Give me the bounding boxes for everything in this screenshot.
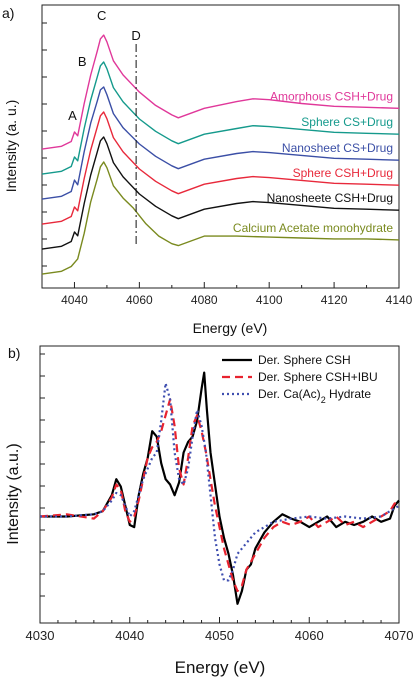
legend-entry: Der. Sphere CSH+IBU [258, 370, 378, 384]
panel-a-label: a) [2, 5, 14, 21]
panel-b-series-line [40, 382, 400, 582]
panel-a-series-label: Nanosheet CS+Drug [282, 141, 393, 155]
panel-a-peak-labels: A B C D [68, 8, 141, 123]
panel-a-series-line [41, 136, 400, 250]
panel-b-x-tick-label: 4070 [385, 628, 414, 643]
panel-a-peak-label: A [68, 108, 77, 123]
panel-a-series-label: Calcium Acetate monohydrate [233, 221, 393, 235]
panel-a-series-label: Nanosheete CSH+Drug [267, 191, 393, 205]
panel-a-x-tick-label: 4060 [126, 293, 153, 307]
legend-tail: Hydrate [326, 387, 372, 401]
panel-a-x-tick-label: 4120 [321, 293, 348, 307]
panel-a-peak-label: D [131, 28, 140, 43]
panel-a-series [41, 34, 400, 275]
panel-a-series-line [41, 111, 400, 225]
panel-a-ticks: 4040 4060 4080 4100 4120 4140 [41, 22, 413, 307]
panel-a-peak-label: C [97, 8, 106, 23]
panel-a: 4040 4060 4080 4100 4120 4140 Amorphous CSH+D… [2, 4, 413, 336]
panel-a-series-label: Sphere CS+Drug [301, 115, 393, 129]
panel-b: 4030 4040 4050 4060 4070 Der. Sphere CSHDer.… [5, 345, 413, 677]
panel-b-series [39, 371, 400, 605]
panel-a-series-labels: Amorphous CSH+Drug Sphere CS+Drug Nanoshee… [233, 89, 393, 235]
panel-a-series-line [41, 86, 400, 200]
panel-a-peak-label: B [78, 54, 87, 69]
panel-a-series-label: Sphere CSH+Drug [293, 166, 393, 180]
panel-b-label: b) [8, 345, 20, 361]
panel-a-series-label: Amorphous CSH+Drug [270, 89, 393, 103]
panel-a-x-tick-label: 4100 [256, 293, 283, 307]
panel-b-x-tick-label: 4040 [115, 628, 144, 643]
panel-a-x-tick-label: 4040 [61, 293, 88, 307]
panel-b-legend: Der. Sphere CSH Der. Sphere CSH+IBU Der. C… [222, 353, 378, 405]
panel-b-x-tick-label: 4030 [26, 628, 55, 643]
panel-b-x-tick-label: 4050 [205, 628, 234, 643]
panel-b-ticks: 4030 4040 4050 4060 4070 [26, 353, 414, 643]
panel-a-series-line [41, 161, 400, 275]
panel-a-plot-frame [41, 4, 400, 289]
panel-a-x-tick-label: 4080 [191, 293, 218, 307]
panel-a-y-axis-label: Intensity (a. u.) [3, 100, 19, 193]
panel-a-x-tick-label: 4140 [386, 293, 413, 307]
panel-a-x-axis-label: Energy (eV) [193, 320, 268, 336]
panel-b-x-tick-label: 4060 [295, 628, 324, 643]
panel-a-series-line [41, 61, 400, 175]
panel-a-series-line [41, 34, 400, 150]
legend-subscript: 2 [321, 395, 326, 405]
panel-b-series-line [39, 398, 400, 593]
panel-b-series-line [40, 371, 400, 605]
panel-b-y-axis-label: Intensity (a.u.) [5, 443, 22, 544]
legend-entry: Der. Ca(Ac)2 Hydrate [258, 387, 371, 405]
legend-entry: Der. Sphere CSH [258, 353, 351, 367]
panel-b-x-axis-label: Energy (eV) [175, 658, 266, 677]
